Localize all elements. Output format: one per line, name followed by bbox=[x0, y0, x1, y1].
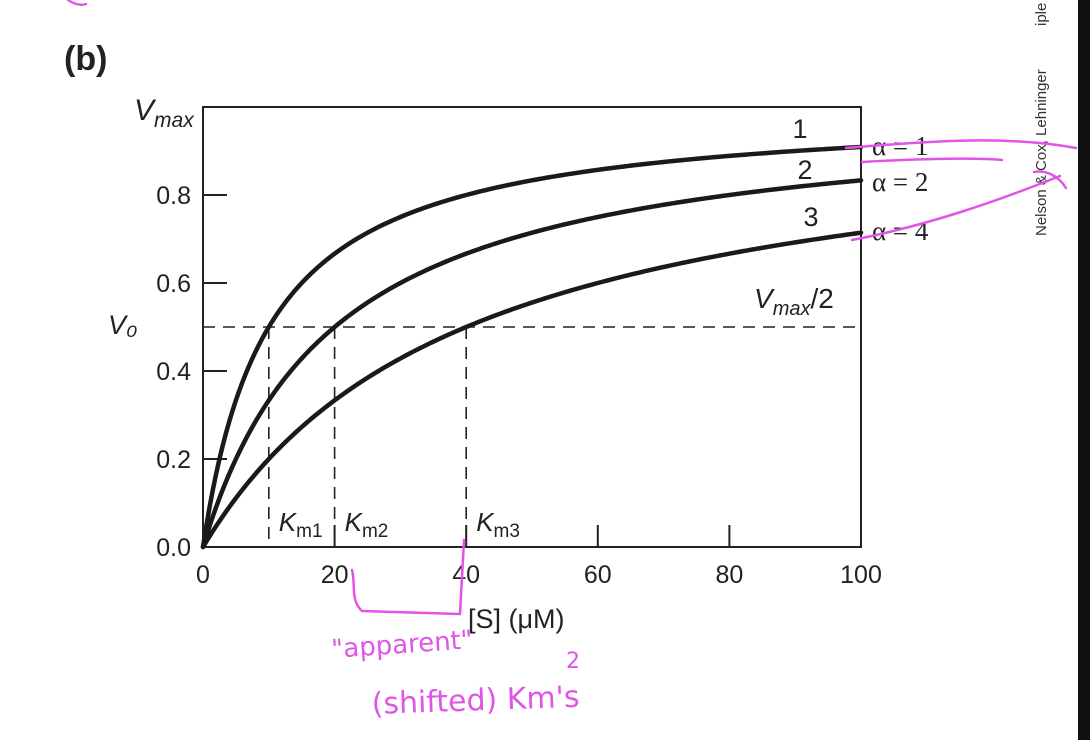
curve-number-label: 2 bbox=[797, 155, 812, 185]
km-label-sub: m3 bbox=[494, 521, 520, 542]
window-edge bbox=[1078, 0, 1090, 740]
curves bbox=[200, 144, 864, 550]
alpha-label: α = 2 bbox=[872, 167, 928, 197]
handwritten-annotations: "apparent" 2 (shifted) Km's bbox=[66, 0, 1078, 722]
panel-label: (b) bbox=[64, 40, 107, 78]
x-tick-label: 100 bbox=[840, 561, 882, 589]
curve-2 bbox=[200, 178, 864, 550]
km-label: Km2 bbox=[345, 507, 389, 542]
handwritten-mark: 2 bbox=[566, 649, 580, 674]
x-tick-label: 80 bbox=[715, 561, 743, 589]
x-tick-label: 60 bbox=[584, 561, 612, 589]
km-label-base: K bbox=[279, 507, 298, 537]
half-vmax-tail: /2 bbox=[810, 283, 833, 314]
bracket-mark bbox=[350, 538, 466, 616]
half-vmax-sub: max bbox=[773, 298, 812, 320]
y-max-base: V bbox=[134, 94, 157, 127]
alpha-arrow-4 bbox=[1032, 170, 1068, 190]
curve-number-label: 3 bbox=[803, 202, 818, 232]
tick-labels: 0.0 0.2 0.4 0.6 0.8 0 20 40 60 80 100 bbox=[156, 182, 882, 589]
y-tick-label: 0.4 bbox=[156, 358, 191, 386]
alpha-label: α = 4 bbox=[872, 216, 929, 246]
x-axis-label: [S] (μM) bbox=[468, 604, 565, 634]
credit-text-cut: iple bbox=[1033, 3, 1050, 26]
km-label-base: K bbox=[476, 507, 495, 537]
y-tick-label: 0.8 bbox=[156, 182, 191, 210]
half-vmax-base: V bbox=[754, 283, 775, 314]
y-axis-label: V₀ bbox=[108, 310, 137, 340]
alpha-arrow-1 bbox=[844, 139, 1078, 150]
y-max-label: Vmax bbox=[134, 94, 195, 132]
y-max-sub: max bbox=[154, 109, 195, 132]
half-vmax-label: Vmax/2 bbox=[754, 283, 834, 320]
curve-number-label: 1 bbox=[792, 114, 807, 144]
top-swoosh bbox=[66, 0, 88, 7]
km-label-base: K bbox=[345, 507, 364, 537]
km-label: Km1 bbox=[279, 507, 323, 542]
curve-1 bbox=[200, 144, 864, 550]
curve-3 bbox=[200, 230, 864, 550]
handwritten-shifted: (shifted) Km's bbox=[371, 680, 580, 722]
x-tick-label: 20 bbox=[321, 561, 349, 589]
axis-ticks bbox=[202, 194, 862, 548]
handwritten-apparent: "apparent" bbox=[330, 625, 473, 665]
km-label-sub: m1 bbox=[296, 521, 322, 542]
km-label: Km3 bbox=[476, 507, 520, 542]
y-tick-label: 0.2 bbox=[156, 446, 191, 474]
y-tick-label: 0.0 bbox=[156, 534, 191, 562]
alpha-arrow-3 bbox=[850, 174, 1062, 242]
credit-text: Nelson & Cox, Lehninger bbox=[1033, 69, 1050, 236]
alpha-arrow-2 bbox=[860, 157, 1004, 164]
y-tick-label: 0.6 bbox=[156, 270, 191, 298]
km-label-sub: m2 bbox=[362, 521, 388, 542]
x-tick-label: 0 bbox=[196, 561, 210, 589]
x-tick-label: 40 bbox=[452, 561, 480, 589]
dashed-guides bbox=[203, 326, 861, 547]
